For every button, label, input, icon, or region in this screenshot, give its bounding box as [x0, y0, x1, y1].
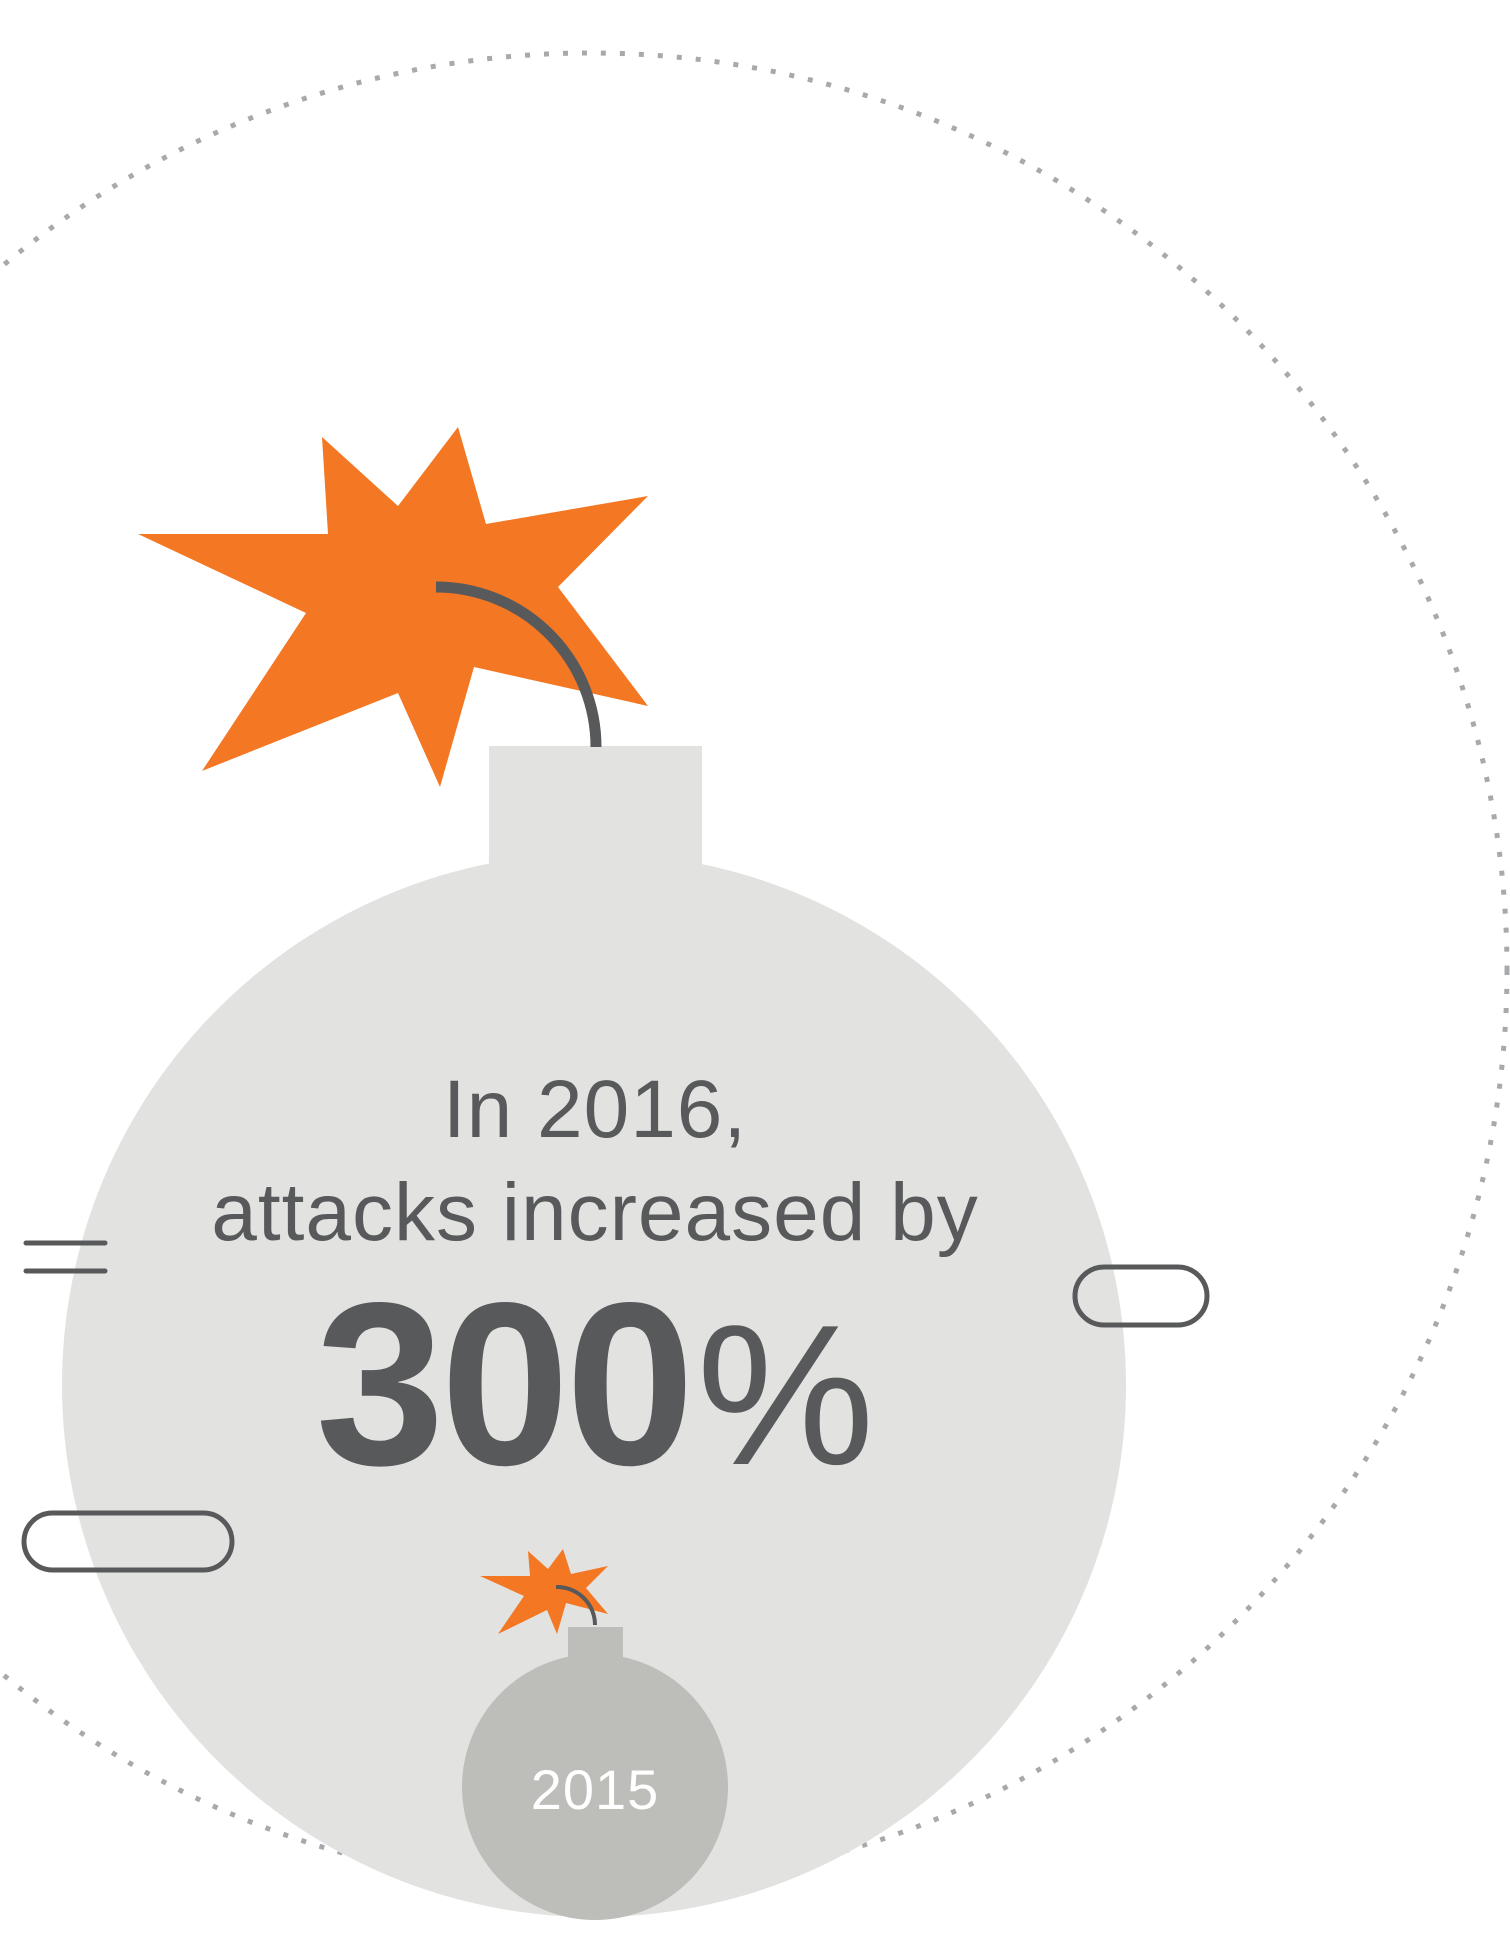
- increase-stat: 300%: [0, 1269, 1190, 1575]
- small-bomb-label: 2015: [530, 1758, 660, 1821]
- headline-line-2: attacks increased by: [211, 1167, 979, 1258]
- dotted-ring-icon: [0, 50, 1510, 1890]
- small-fuse-icon: [555, 1584, 597, 1626]
- small-explosion-icon: [480, 1549, 608, 1634]
- small-bomb-icon: [462, 1549, 728, 1920]
- stat-number: 300: [315, 1255, 695, 1514]
- headline-line-1: In 2016,: [442, 1064, 748, 1155]
- speed-line-icon: [21, 1240, 1210, 1573]
- fuse-icon: [435, 581, 602, 748]
- explosion-icon: [138, 427, 648, 787]
- bomb-icon: [62, 746, 1126, 1917]
- stat-unit: %: [696, 1284, 875, 1507]
